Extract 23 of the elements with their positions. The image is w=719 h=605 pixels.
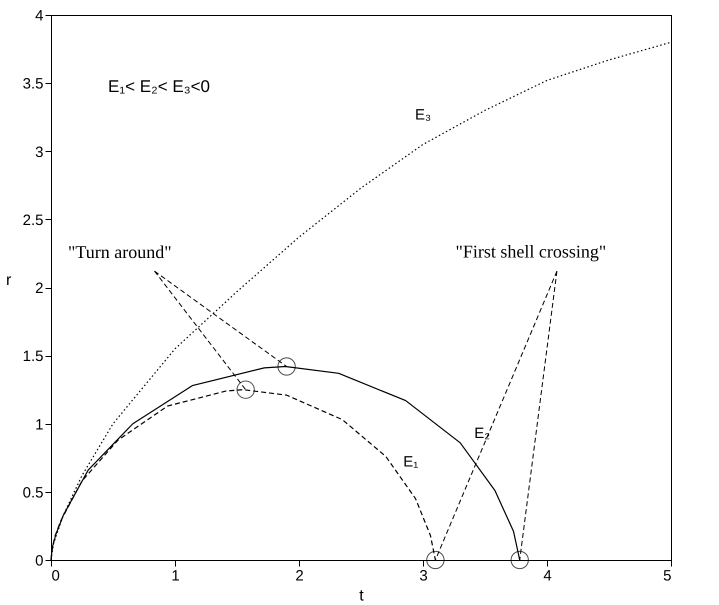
annotation: "First shell crossing" [456, 242, 606, 262]
y-tick-label: 0.5 [22, 484, 44, 502]
x-tick-label: 0 [52, 568, 60, 584]
y-tick-label: 2 [35, 280, 44, 297]
x-tick-label: 4 [543, 568, 552, 584]
y-tick-label: 3 [35, 144, 44, 161]
y-tick-label: 0 [35, 552, 44, 570]
series-label: E₁ [403, 453, 418, 470]
annotation: E₁< E₂< E₃<0 [108, 76, 210, 96]
series-label: E₃ [414, 106, 432, 124]
x-tick-label: 3 [419, 568, 428, 584]
y-tick-label: 3.5 [22, 76, 44, 93]
x-axis-title: t [359, 588, 364, 604]
x-tick-label: 5 [663, 568, 672, 584]
y-tick-label: 1 [35, 416, 44, 434]
y-tick-label: 1.5 [22, 348, 44, 366]
series-label: E₂ [474, 424, 490, 442]
annotation: "Turn around" [68, 242, 172, 262]
y-tick-label: 2.5 [22, 212, 44, 229]
y-axis-title: r [6, 272, 12, 289]
x-tick-label: 2 [295, 568, 304, 584]
x-tick-label: 1 [171, 568, 180, 584]
y-tick-label: 4 [35, 8, 44, 24]
